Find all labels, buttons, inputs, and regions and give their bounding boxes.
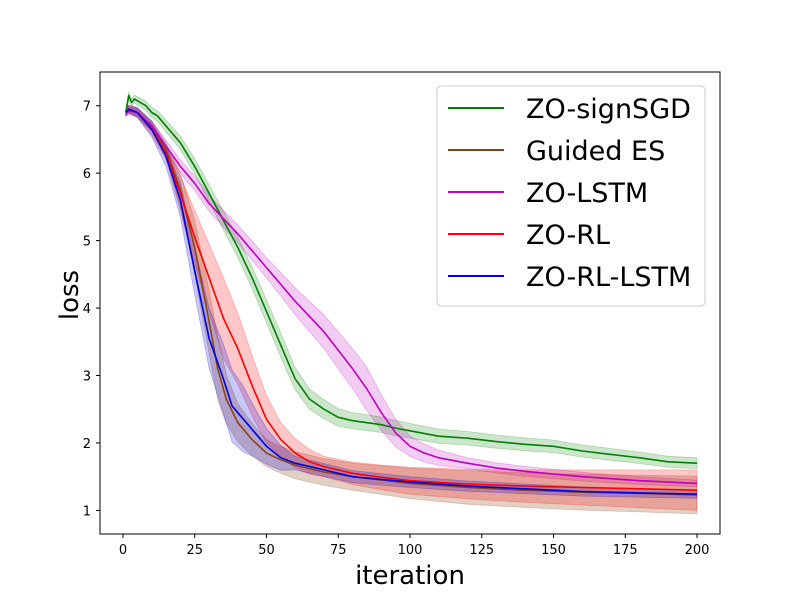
y-tick-label: 2	[83, 437, 91, 452]
band-guided-es	[125, 105, 698, 515]
band-zo-rl	[125, 105, 698, 511]
x-axis-ticks: 0 25 50 75 100 125 150 175 200	[119, 534, 710, 558]
x-tick-label: 25	[186, 543, 203, 558]
line-zo-rl-lstm	[125, 108, 698, 495]
x-tick-label: 75	[330, 543, 347, 558]
y-tick-label: 4	[83, 302, 91, 317]
x-tick-label: 125	[469, 543, 494, 558]
x-tick-label: 150	[541, 543, 566, 558]
x-tick-label: 0	[119, 543, 127, 558]
line-zo-signsgd	[125, 94, 698, 464]
line-zo-rl	[125, 108, 698, 491]
band-zo-rl-lstm	[125, 104, 698, 499]
line-zo-lstm	[125, 110, 698, 485]
y-tick-label: 6	[83, 167, 91, 182]
y-tick-label: 3	[83, 370, 91, 385]
legend-label: ZO-RL-LSTM	[526, 262, 691, 293]
confidence-bands	[125, 90, 698, 515]
legend: ZO-signSGD Guided ES ZO-LSTM ZO-RL ZO-RL-LST…	[436, 85, 706, 307]
legend-label: ZO-RL	[526, 220, 610, 251]
x-axis-label: iteration	[355, 561, 465, 591]
series-lines	[125, 94, 698, 496]
legend-box	[436, 85, 706, 307]
x-tick-label: 50	[258, 543, 275, 558]
legend-label: Guided ES	[526, 136, 665, 167]
legend-label: ZO-signSGD	[526, 94, 691, 125]
x-tick-label: 200	[685, 543, 710, 558]
y-tick-label: 1	[83, 504, 91, 519]
y-tick-label: 5	[83, 235, 91, 250]
x-tick-label: 175	[613, 543, 638, 558]
y-axis-label: loss	[55, 270, 85, 320]
band-zo-signsgd	[125, 90, 698, 470]
legend-label: ZO-LSTM	[526, 178, 648, 209]
y-tick-label: 7	[83, 100, 91, 115]
y-axis-ticks: 1 2 3 4 5 6 7	[83, 100, 100, 519]
band-zo-lstm	[125, 107, 698, 488]
x-tick-label: 100	[398, 543, 423, 558]
line-guided-es	[125, 108, 698, 496]
